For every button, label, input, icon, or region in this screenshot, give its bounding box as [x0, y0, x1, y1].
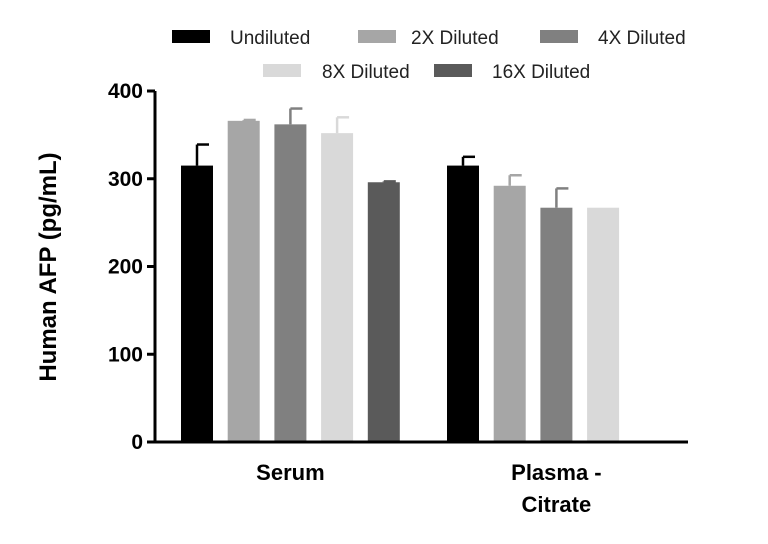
- y-tick-label: 400: [108, 80, 143, 103]
- bar-16x-diluted-0: [367, 182, 400, 442]
- bar-8x-diluted-1: [587, 207, 620, 442]
- y-axis: 0 100 200 300 400: [108, 80, 157, 454]
- legend-label: Undiluted: [230, 28, 310, 49]
- x-category-label: Plasma -: [511, 460, 602, 485]
- bar-4x-diluted-1: [540, 207, 573, 442]
- legend-item: 4X Diluted: [540, 28, 686, 49]
- bar-2x-diluted-0: [227, 120, 260, 443]
- legend-item: Undiluted: [172, 28, 310, 49]
- y-axis-title: Human AFP (pg/mL): [35, 152, 62, 381]
- legend-swatch: [172, 30, 210, 43]
- legend-label: 4X Diluted: [598, 28, 686, 49]
- y-tick-label: 0: [131, 431, 143, 454]
- legend: Undiluted 2X Diluted 4X Diluted 8X Diluted 1…: [172, 28, 686, 83]
- legend-item: 2X Diluted: [358, 28, 499, 49]
- legend-label: 16X Diluted: [492, 62, 590, 83]
- y-tick-label: 100: [108, 343, 143, 366]
- legend-label: 2X Diluted: [411, 28, 499, 49]
- y-tick-label: 300: [108, 168, 143, 191]
- bar-4x-diluted-0: [274, 124, 307, 442]
- bar-undiluted-1: [447, 165, 479, 442]
- y-tick-label: 200: [108, 256, 143, 279]
- x-category-label: Serum: [256, 460, 324, 485]
- x-axis: Serum Plasma - Citrate: [147, 440, 688, 517]
- legend-swatch: [434, 64, 472, 77]
- legend-swatch: [358, 30, 396, 43]
- bar-undiluted-0: [181, 165, 213, 442]
- legend-swatch: [263, 64, 301, 77]
- bar-8x-diluted-0: [321, 133, 354, 442]
- bar-2x-diluted-1: [493, 185, 526, 442]
- x-category-label: Citrate: [522, 492, 592, 517]
- legend-swatch: [540, 30, 578, 43]
- bars: [181, 107, 620, 443]
- legend-label: 8X Diluted: [322, 62, 410, 83]
- legend-item: 8X Diluted: [263, 62, 410, 83]
- legend-item: 16X Diluted: [434, 62, 590, 83]
